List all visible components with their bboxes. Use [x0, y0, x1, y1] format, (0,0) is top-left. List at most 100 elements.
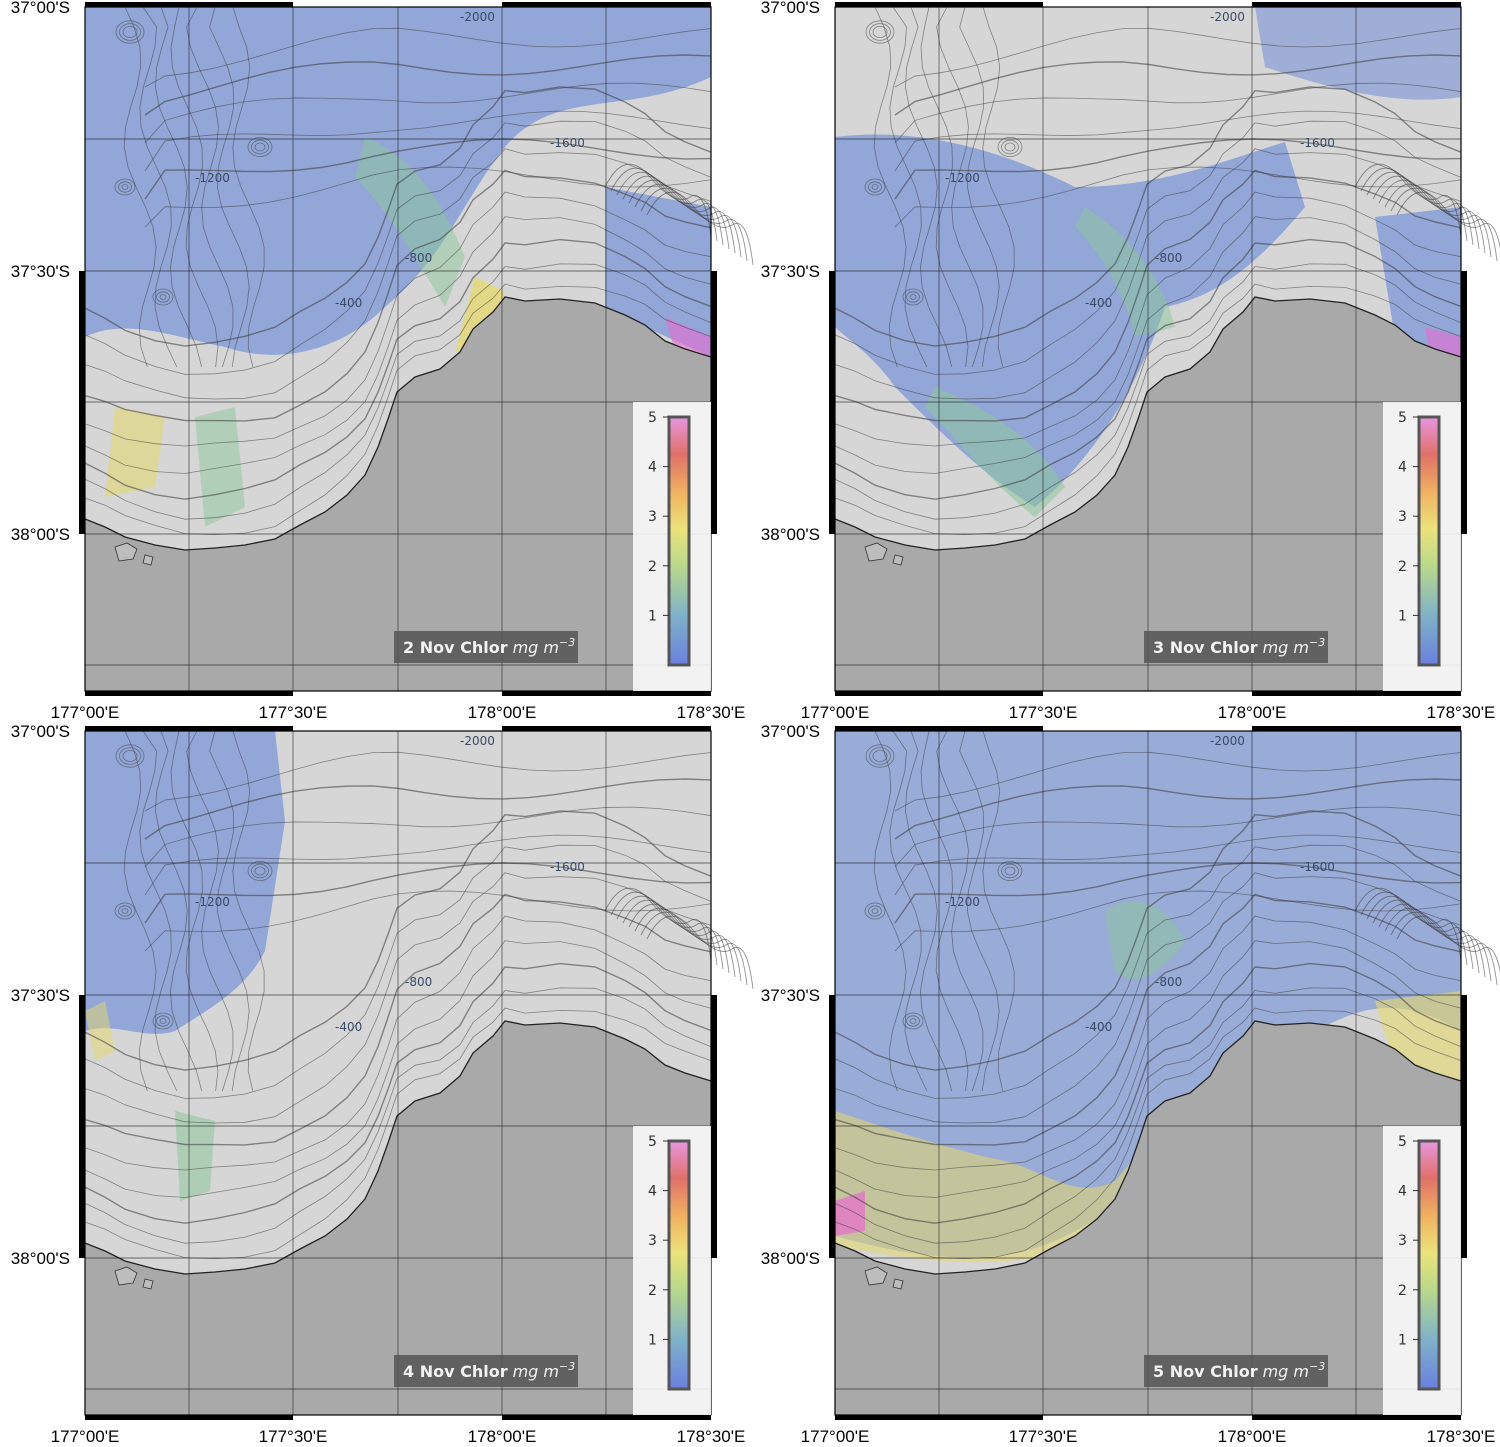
latitude-label: 37°30'S [11, 986, 70, 1005]
longitude-label: 178°30'E [677, 1427, 746, 1446]
contour-label: -1600 [1300, 860, 1335, 874]
contour-label: -1200 [945, 895, 980, 909]
colorbar-tick-label: 1 [1398, 1332, 1407, 1348]
latitude-label: 38°00'S [761, 1249, 820, 1268]
contour-label: -800 [405, 251, 432, 265]
latitude-label: 37°30'S [11, 262, 70, 281]
contour-label: -800 [1155, 975, 1182, 989]
latitude-label: 38°00'S [761, 525, 820, 544]
colorbar-tick-label: 1 [648, 1332, 657, 1348]
colorbar-tick-label: 4 [648, 460, 657, 476]
colorbar-tick-label: 1 [648, 608, 657, 624]
longitude-label: 178°30'E [1427, 1427, 1496, 1446]
colorbar-tick-label: 3 [1398, 1233, 1407, 1249]
longitude-label: 177°30'E [259, 703, 328, 722]
colorbar-tick-label: 4 [1398, 1184, 1407, 1200]
panel-title: 5 Nov Chlor mg m−3 [1144, 1355, 1328, 1387]
contour-label: -2000 [1210, 10, 1245, 24]
colorbar-tick-label: 2 [1398, 559, 1407, 575]
longitude-label: 178°00'E [468, 703, 537, 722]
colorbar-tick-label: 4 [648, 1184, 657, 1200]
island [864, 1266, 904, 1290]
contour-label: -400 [335, 1020, 362, 1034]
contour-label: -400 [1085, 296, 1112, 310]
contour-label: -1200 [945, 171, 980, 185]
map-panel-3: -2000 -1600 -1200 -800 -400 4 Nov Chlor mg m−3… [79, 726, 754, 1420]
frame-scale-bar [829, 2, 1467, 696]
colorbar: 1 2 3 4 5 [633, 1126, 711, 1415]
contour-label: -400 [335, 296, 362, 310]
panel-title-text: 5 Nov Chlor mg m−3 [1153, 1360, 1325, 1381]
island [114, 1266, 154, 1290]
coastline [84, 296, 712, 551]
colorbar-tick-label: 5 [1398, 410, 1407, 426]
longitude-label: 177°30'E [1009, 703, 1078, 722]
longitude-label: 178°00'E [1218, 703, 1287, 722]
island [114, 542, 154, 566]
longitude-label: 177°00'E [801, 1427, 870, 1446]
contour-label: -1200 [195, 895, 230, 909]
contour-label: -1600 [550, 860, 585, 874]
panel-title-text: 2 Nov Chlor mg m−3 [403, 636, 575, 657]
colorbar-ramp [1417, 1139, 1441, 1391]
bathymetry-contours [84, 6, 754, 536]
axis-labels: 37°00'S 37°30'S 38°00'S 177°00'E 177°30'E 178… [11, 0, 1496, 1446]
colorbar: 1 2 3 4 5 [1383, 1126, 1461, 1415]
panel-title: 2 Nov Chlor mg m−3 [394, 631, 578, 663]
colorbar-tick-label: 2 [1398, 1283, 1407, 1299]
colorbar-ramp [667, 415, 691, 667]
colorbar: 1 2 3 4 5 [1383, 402, 1461, 691]
longitude-label: 177°00'E [51, 703, 120, 722]
colorbar-tick-label: 2 [648, 559, 657, 575]
colorbar-tick-label: 4 [1398, 460, 1407, 476]
latitude-label: 37°30'S [761, 262, 820, 281]
colorbar-tick-label: 1 [1398, 608, 1407, 624]
coastline [84, 1020, 712, 1275]
bathymetry-contours [834, 730, 1500, 1260]
latitude-label: 37°00'S [761, 0, 820, 17]
contour-label: -800 [405, 975, 432, 989]
longitude-label: 177°00'E [801, 703, 870, 722]
chlorophyll-layer [85, 731, 285, 1201]
latitude-label: 37°00'S [761, 722, 820, 741]
colorbar-tick-label: 5 [648, 1134, 657, 1150]
colorbar-tick-label: 3 [648, 1233, 657, 1249]
panel-title: 3 Nov Chlor mg m−3 [1144, 631, 1328, 663]
panel-title: 4 Nov Chlor mg m−3 [394, 1355, 578, 1387]
bathymetry-contours [84, 730, 754, 1260]
frame-scale-bar [829, 726, 1467, 1420]
map-panel-4: -2000 -1600 -1200 -800 -400 5 Nov Chlor mg m−3… [829, 726, 1500, 1420]
longitude-label: 177°00'E [51, 1427, 120, 1446]
colorbar-tick-label: 3 [1398, 509, 1407, 525]
contour-label: -2000 [460, 10, 495, 24]
map-panel-2: -2000 -1600 -1200 -800 -400 3 Nov Chlor mg m−3… [829, 2, 1500, 696]
contour-label: -1600 [1300, 136, 1335, 150]
contour-label: -2000 [460, 734, 495, 748]
contour-label: -1600 [550, 136, 585, 150]
contour-label: -2000 [1210, 734, 1245, 748]
panel-title-text: 3 Nov Chlor mg m−3 [1153, 636, 1325, 657]
longitude-label: 178°30'E [1427, 703, 1496, 722]
longitude-label: 178°00'E [468, 1427, 537, 1446]
island [864, 542, 904, 566]
contour-label: -800 [1155, 251, 1182, 265]
latitude-label: 37°30'S [761, 986, 820, 1005]
colorbar-ramp [1417, 415, 1441, 667]
latitude-label: 38°00'S [11, 1249, 70, 1268]
colorbar-tick-label: 2 [648, 1283, 657, 1299]
colorbar-tick-label: 3 [648, 509, 657, 525]
coastline [834, 1020, 1462, 1275]
map-panel-1: -2000 -1600 -1200 -800 -400 2 Nov Chlor mg m−3… [79, 2, 754, 696]
frame-scale-bar [79, 2, 717, 696]
colorbar-ramp [667, 1139, 691, 1391]
longitude-label: 178°30'E [677, 703, 746, 722]
latitude-label: 38°00'S [11, 525, 70, 544]
frame-scale-bar [79, 726, 717, 1420]
colorbar-tick-label: 5 [648, 410, 657, 426]
longitude-label: 177°30'E [1009, 1427, 1078, 1446]
panel-title-text: 4 Nov Chlor mg m−3 [403, 1360, 575, 1381]
colorbar: 1 2 3 4 5 [633, 402, 711, 691]
latitude-label: 37°00'S [11, 0, 70, 17]
latitude-label: 37°00'S [11, 722, 70, 741]
